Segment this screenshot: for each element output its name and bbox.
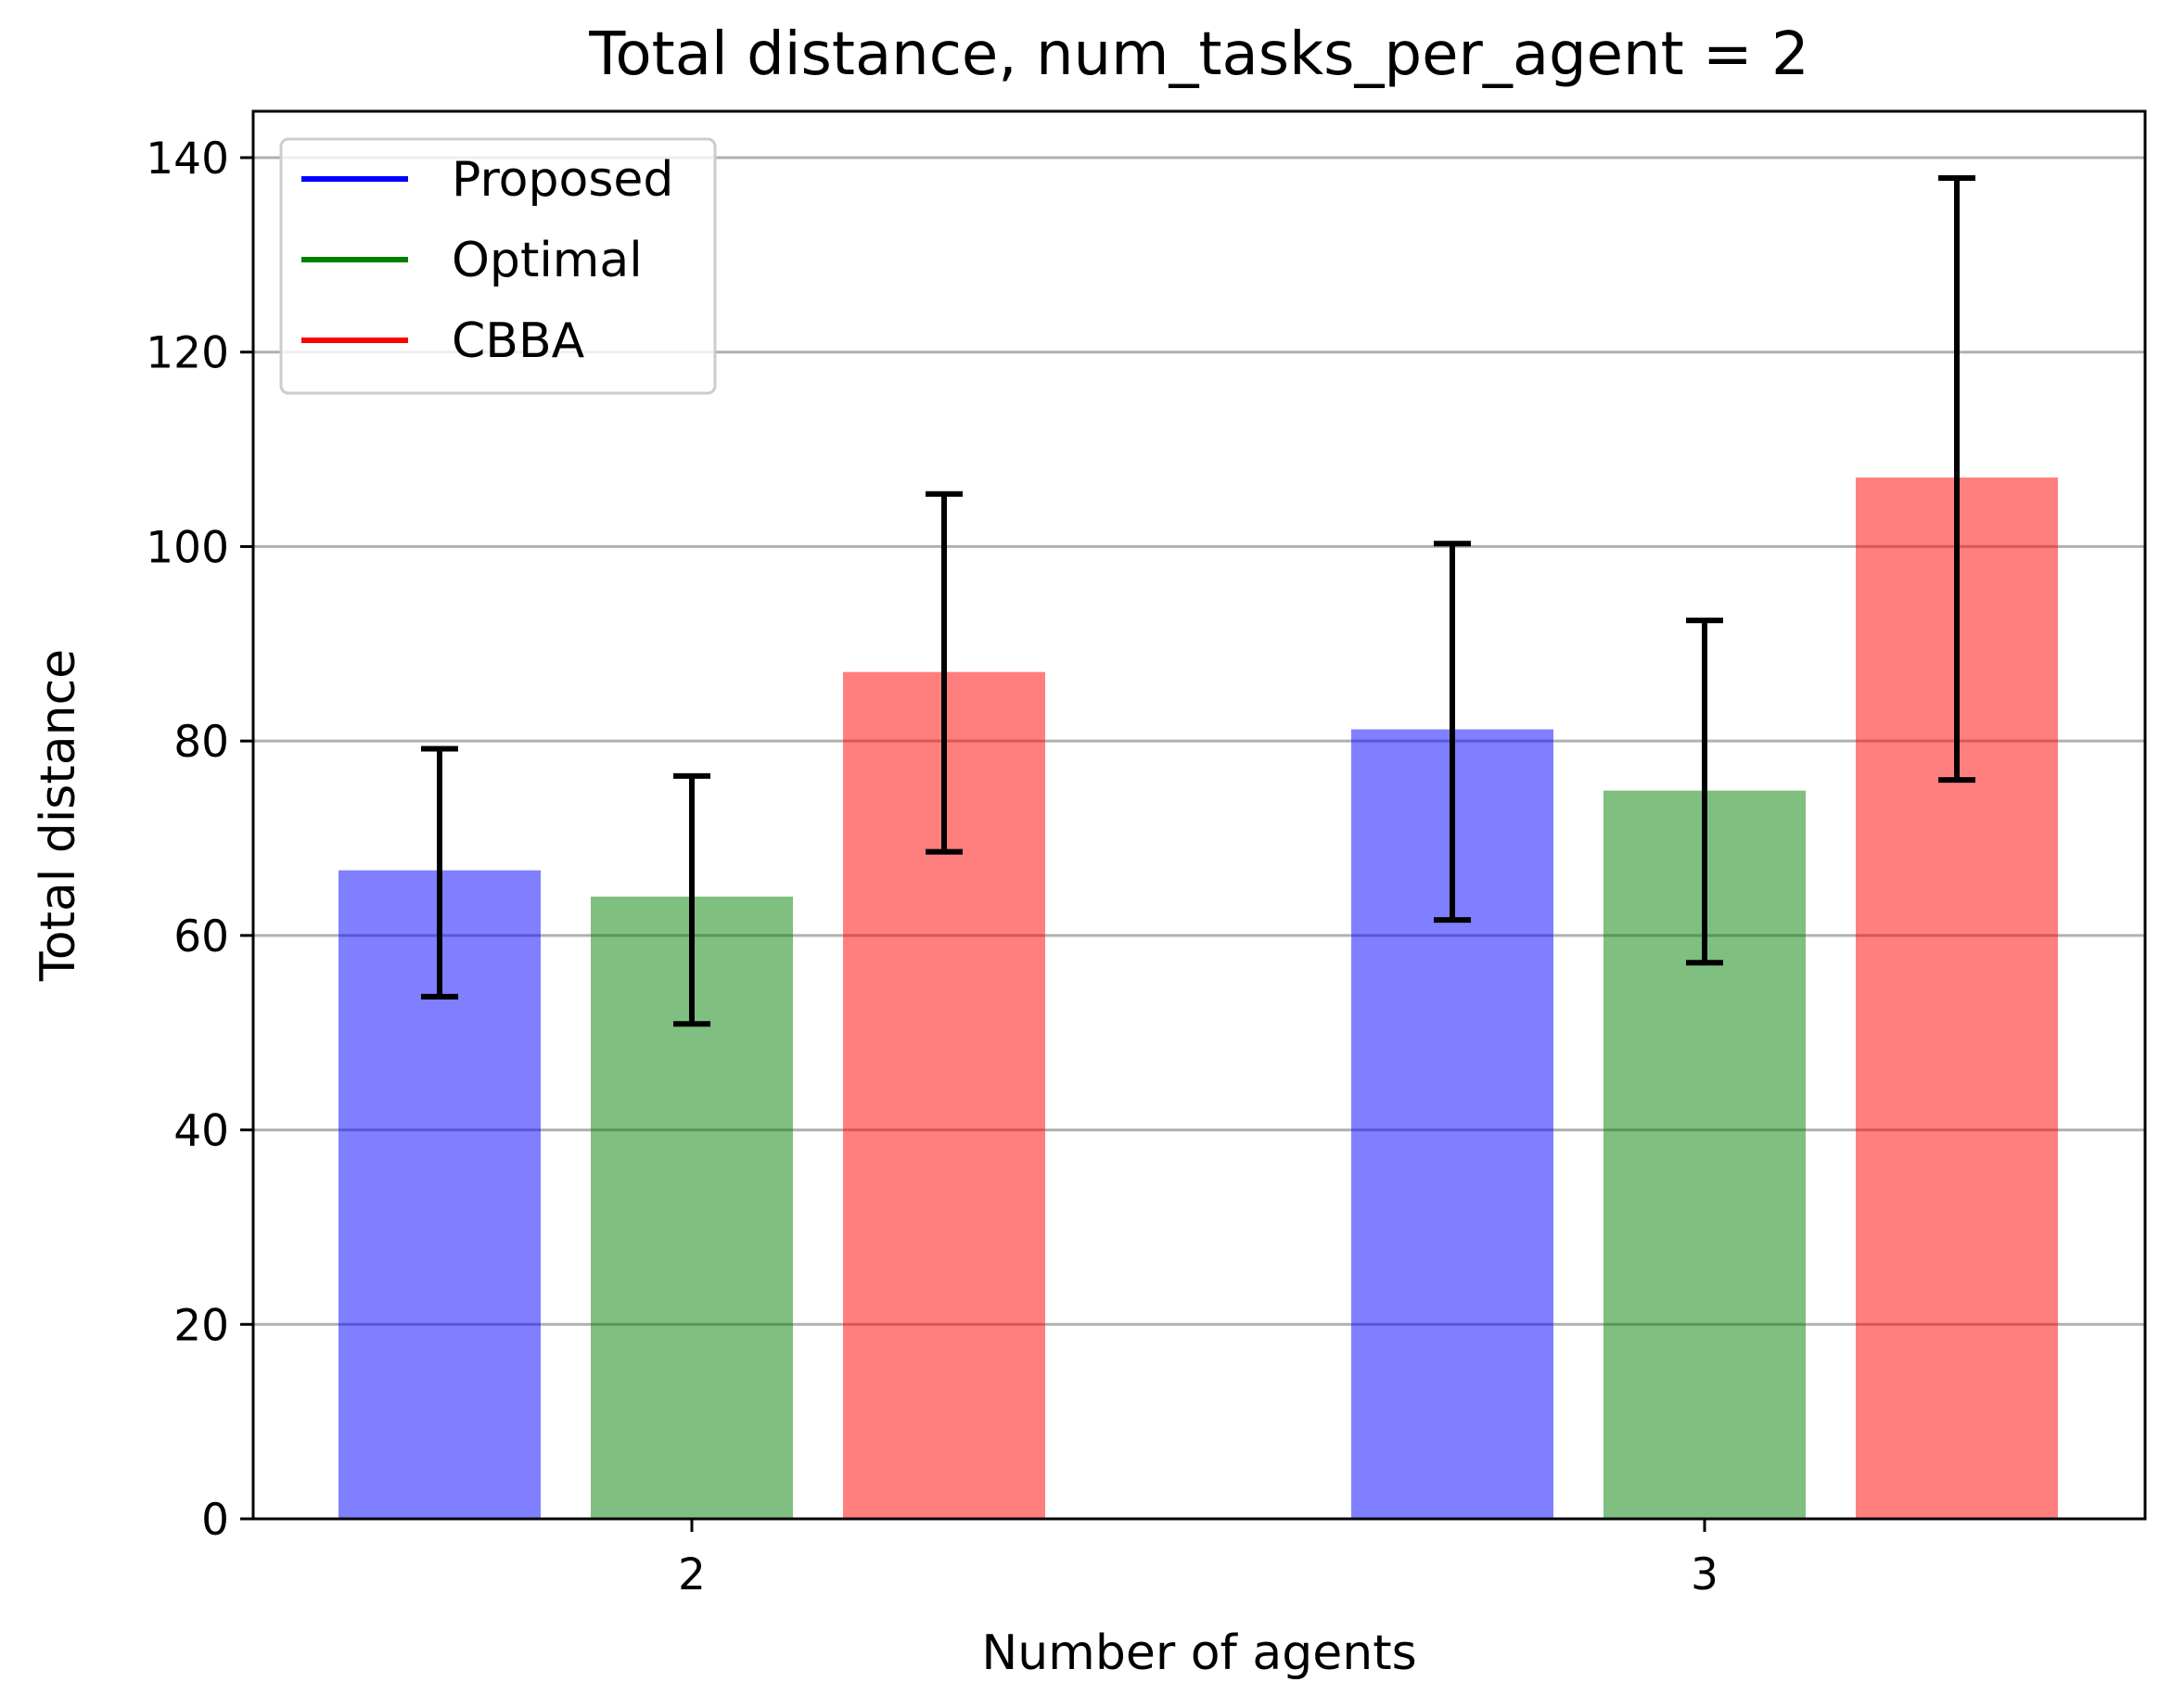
y-tick-label: 100: [146, 522, 229, 573]
legend-label-optimal: Optimal: [452, 233, 643, 288]
y-tick-label: 60: [173, 911, 229, 962]
y-axis-label: Total distance: [31, 649, 86, 982]
legend-box: [279, 137, 717, 395]
legend-label-proposed: Proposed: [452, 152, 673, 208]
y-axis-ticks: 0 20 40 60 80 100 120 140: [146, 134, 253, 1546]
y-tick-label: 40: [173, 1106, 229, 1157]
y-tick-label: 20: [173, 1300, 229, 1351]
x-axis-label: Number of agents: [981, 1625, 1416, 1681]
y-tick-label: 0: [201, 1495, 229, 1546]
chart-title: Total distance, num_tasks_per_agent = 2: [588, 20, 1808, 89]
x-tick-label: 3: [1691, 1549, 1718, 1600]
y-tick-label: 80: [173, 717, 229, 768]
plot-area-frame: [251, 109, 2147, 1521]
y-tick-label: 120: [146, 328, 229, 379]
error-bars: [421, 175, 1975, 1027]
x-tick-label: 2: [678, 1549, 706, 1600]
y-tick-label: 140: [146, 134, 229, 185]
legend-label-cbba: CBBA: [452, 313, 585, 369]
legend: Proposed Optimal CBBA: [279, 137, 717, 395]
bars: [339, 477, 2058, 1519]
